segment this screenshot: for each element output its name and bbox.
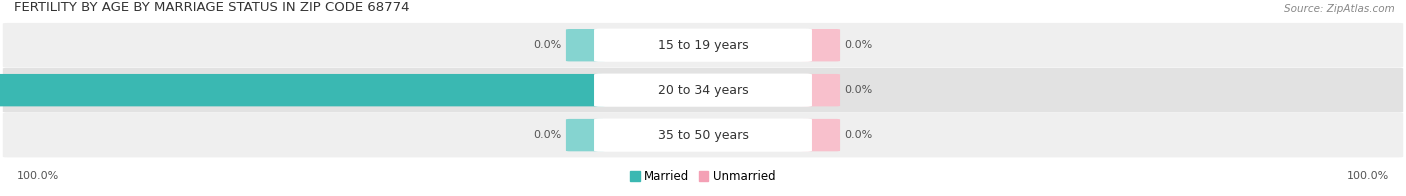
FancyBboxPatch shape bbox=[565, 119, 606, 151]
Text: Source: ZipAtlas.com: Source: ZipAtlas.com bbox=[1284, 4, 1395, 14]
FancyBboxPatch shape bbox=[593, 29, 813, 62]
FancyBboxPatch shape bbox=[565, 29, 606, 61]
Text: 100.0%: 100.0% bbox=[1347, 171, 1389, 181]
FancyBboxPatch shape bbox=[593, 74, 813, 107]
FancyBboxPatch shape bbox=[3, 23, 1403, 67]
FancyBboxPatch shape bbox=[0, 74, 606, 106]
Text: 0.0%: 0.0% bbox=[533, 40, 562, 50]
FancyBboxPatch shape bbox=[801, 119, 841, 151]
Text: 35 to 50 years: 35 to 50 years bbox=[658, 129, 748, 142]
Text: FERTILITY BY AGE BY MARRIAGE STATUS IN ZIP CODE 68774: FERTILITY BY AGE BY MARRIAGE STATUS IN Z… bbox=[14, 1, 409, 14]
Text: 100.0%: 100.0% bbox=[17, 171, 59, 181]
FancyBboxPatch shape bbox=[3, 68, 1403, 113]
Text: 0.0%: 0.0% bbox=[844, 130, 873, 140]
FancyBboxPatch shape bbox=[801, 29, 841, 61]
Text: 15 to 19 years: 15 to 19 years bbox=[658, 39, 748, 52]
FancyBboxPatch shape bbox=[593, 119, 813, 152]
Legend: Married, Unmarried: Married, Unmarried bbox=[630, 170, 776, 183]
Text: 0.0%: 0.0% bbox=[844, 40, 873, 50]
FancyBboxPatch shape bbox=[3, 113, 1403, 157]
Text: 20 to 34 years: 20 to 34 years bbox=[658, 84, 748, 97]
Text: 0.0%: 0.0% bbox=[844, 85, 873, 95]
Text: 0.0%: 0.0% bbox=[533, 130, 562, 140]
FancyBboxPatch shape bbox=[801, 74, 841, 106]
